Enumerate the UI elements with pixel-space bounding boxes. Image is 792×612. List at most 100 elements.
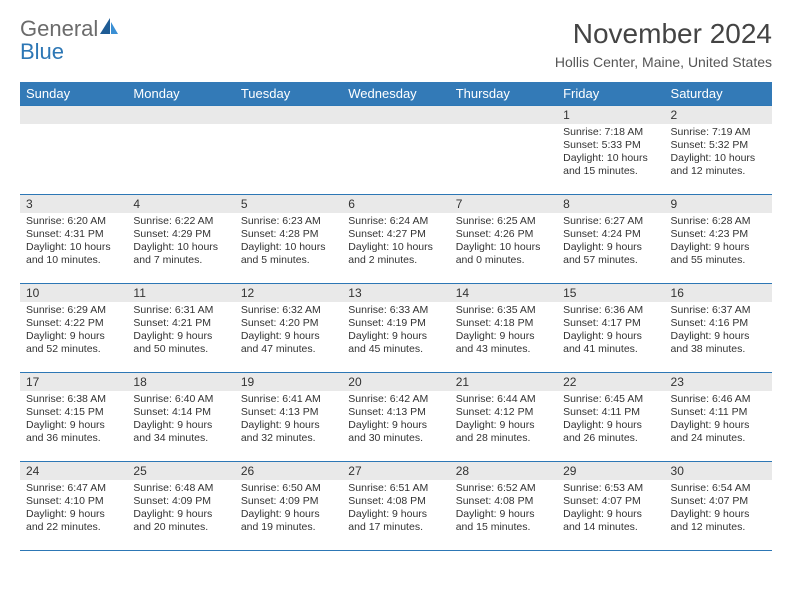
sunset-text: Sunset: 5:33 PM	[563, 139, 658, 152]
day-cell: 3Sunrise: 6:20 AMSunset: 4:31 PMDaylight…	[20, 195, 127, 284]
day-cell: 6Sunrise: 6:24 AMSunset: 4:27 PMDaylight…	[342, 195, 449, 284]
day-number: 21	[450, 373, 557, 391]
dow-saturday: Saturday	[665, 82, 772, 106]
brand-logo: General Blue	[20, 18, 118, 64]
day-number: 18	[127, 373, 234, 391]
day-cell: 20Sunrise: 6:42 AMSunset: 4:13 PMDayligh…	[342, 373, 449, 462]
day-cell: 22Sunrise: 6:45 AMSunset: 4:11 PMDayligh…	[557, 373, 664, 462]
day-number: 12	[235, 284, 342, 302]
sunrise-text: Sunrise: 6:52 AM	[456, 482, 551, 495]
day-cell: 5Sunrise: 6:23 AMSunset: 4:28 PMDaylight…	[235, 195, 342, 284]
sunset-text: Sunset: 4:20 PM	[241, 317, 336, 330]
sunset-text: Sunset: 4:13 PM	[241, 406, 336, 419]
day-body: Sunrise: 6:52 AMSunset: 4:08 PMDaylight:…	[450, 480, 557, 539]
day-body: Sunrise: 6:50 AMSunset: 4:09 PMDaylight:…	[235, 480, 342, 539]
sunset-text: Sunset: 4:12 PM	[456, 406, 551, 419]
sunrise-text: Sunrise: 6:27 AM	[563, 215, 658, 228]
day-cell: 14Sunrise: 6:35 AMSunset: 4:18 PMDayligh…	[450, 284, 557, 373]
sunrise-text: Sunrise: 6:46 AM	[671, 393, 766, 406]
day-cell: 8Sunrise: 6:27 AMSunset: 4:24 PMDaylight…	[557, 195, 664, 284]
day-body: Sunrise: 6:29 AMSunset: 4:22 PMDaylight:…	[20, 302, 127, 361]
day-body: Sunrise: 6:23 AMSunset: 4:28 PMDaylight:…	[235, 213, 342, 272]
daylight-text: Daylight: 10 hours and 10 minutes.	[26, 241, 121, 267]
sunset-text: Sunset: 4:13 PM	[348, 406, 443, 419]
day-number: 5	[235, 195, 342, 213]
daylight-text: Daylight: 9 hours and 20 minutes.	[133, 508, 228, 534]
day-cell: 19Sunrise: 6:41 AMSunset: 4:13 PMDayligh…	[235, 373, 342, 462]
day-body: Sunrise: 6:38 AMSunset: 4:15 PMDaylight:…	[20, 391, 127, 450]
day-cell: 4Sunrise: 6:22 AMSunset: 4:29 PMDaylight…	[127, 195, 234, 284]
daylight-text: Daylight: 10 hours and 0 minutes.	[456, 241, 551, 267]
day-body: Sunrise: 6:31 AMSunset: 4:21 PMDaylight:…	[127, 302, 234, 361]
sunrise-text: Sunrise: 7:19 AM	[671, 126, 766, 139]
daylight-text: Daylight: 10 hours and 5 minutes.	[241, 241, 336, 267]
day-cell: 1Sunrise: 7:18 AMSunset: 5:33 PMDaylight…	[557, 106, 664, 195]
day-body: Sunrise: 6:41 AMSunset: 4:13 PMDaylight:…	[235, 391, 342, 450]
daylight-text: Daylight: 10 hours and 7 minutes.	[133, 241, 228, 267]
bottom-rule	[20, 550, 772, 552]
dow-friday: Friday	[557, 82, 664, 106]
day-cell: 24Sunrise: 6:47 AMSunset: 4:10 PMDayligh…	[20, 462, 127, 551]
dow-wednesday: Wednesday	[342, 82, 449, 106]
title-block: November 2024 Hollis Center, Maine, Unit…	[555, 18, 772, 76]
day-body: Sunrise: 6:42 AMSunset: 4:13 PMDaylight:…	[342, 391, 449, 450]
sunrise-text: Sunrise: 6:35 AM	[456, 304, 551, 317]
day-cell	[450, 106, 557, 195]
day-body: Sunrise: 6:53 AMSunset: 4:07 PMDaylight:…	[557, 480, 664, 539]
week-row: 24Sunrise: 6:47 AMSunset: 4:10 PMDayligh…	[20, 462, 772, 551]
day-number: 24	[20, 462, 127, 480]
location: Hollis Center, Maine, United States	[555, 54, 772, 70]
day-number: 15	[557, 284, 664, 302]
sunset-text: Sunset: 4:26 PM	[456, 228, 551, 241]
day-number	[235, 106, 342, 124]
header: General Blue November 2024 Hollis Center…	[20, 18, 772, 76]
daylight-text: Daylight: 9 hours and 50 minutes.	[133, 330, 228, 356]
day-number: 4	[127, 195, 234, 213]
sail-icon	[100, 18, 118, 39]
day-cell: 2Sunrise: 7:19 AMSunset: 5:32 PMDaylight…	[665, 106, 772, 195]
week-row: 3Sunrise: 6:20 AMSunset: 4:31 PMDaylight…	[20, 195, 772, 284]
day-number: 22	[557, 373, 664, 391]
calendar-table: Sunday Monday Tuesday Wednesday Thursday…	[20, 82, 772, 550]
day-body: Sunrise: 6:22 AMSunset: 4:29 PMDaylight:…	[127, 213, 234, 272]
day-cell: 9Sunrise: 6:28 AMSunset: 4:23 PMDaylight…	[665, 195, 772, 284]
day-number	[450, 106, 557, 124]
sunset-text: Sunset: 4:18 PM	[456, 317, 551, 330]
week-row: 10Sunrise: 6:29 AMSunset: 4:22 PMDayligh…	[20, 284, 772, 373]
day-number: 20	[342, 373, 449, 391]
day-body: Sunrise: 7:19 AMSunset: 5:32 PMDaylight:…	[665, 124, 772, 183]
sunrise-text: Sunrise: 6:37 AM	[671, 304, 766, 317]
daylight-text: Daylight: 9 hours and 34 minutes.	[133, 419, 228, 445]
sunrise-text: Sunrise: 6:42 AM	[348, 393, 443, 406]
day-cell: 29Sunrise: 6:53 AMSunset: 4:07 PMDayligh…	[557, 462, 664, 551]
sunset-text: Sunset: 4:27 PM	[348, 228, 443, 241]
daylight-text: Daylight: 9 hours and 45 minutes.	[348, 330, 443, 356]
sunrise-text: Sunrise: 6:28 AM	[671, 215, 766, 228]
sunrise-text: Sunrise: 6:32 AM	[241, 304, 336, 317]
sunset-text: Sunset: 4:23 PM	[671, 228, 766, 241]
day-number: 30	[665, 462, 772, 480]
day-cell: 12Sunrise: 6:32 AMSunset: 4:20 PMDayligh…	[235, 284, 342, 373]
sunrise-text: Sunrise: 6:54 AM	[671, 482, 766, 495]
sunrise-text: Sunrise: 6:44 AM	[456, 393, 551, 406]
day-number: 27	[342, 462, 449, 480]
sunset-text: Sunset: 4:22 PM	[26, 317, 121, 330]
daylight-text: Daylight: 9 hours and 41 minutes.	[563, 330, 658, 356]
sunrise-text: Sunrise: 6:53 AM	[563, 482, 658, 495]
day-body: Sunrise: 6:54 AMSunset: 4:07 PMDaylight:…	[665, 480, 772, 539]
sunset-text: Sunset: 4:08 PM	[456, 495, 551, 508]
sunrise-text: Sunrise: 6:51 AM	[348, 482, 443, 495]
sunset-text: Sunset: 4:29 PM	[133, 228, 228, 241]
daylight-text: Daylight: 10 hours and 12 minutes.	[671, 152, 766, 178]
day-number: 10	[20, 284, 127, 302]
dow-tuesday: Tuesday	[235, 82, 342, 106]
day-cell: 28Sunrise: 6:52 AMSunset: 4:08 PMDayligh…	[450, 462, 557, 551]
sunset-text: Sunset: 4:11 PM	[671, 406, 766, 419]
logo-blue: Blue	[20, 39, 64, 64]
dow-sunday: Sunday	[20, 82, 127, 106]
day-body: Sunrise: 6:51 AMSunset: 4:08 PMDaylight:…	[342, 480, 449, 539]
day-number: 1	[557, 106, 664, 124]
sunrise-text: Sunrise: 6:48 AM	[133, 482, 228, 495]
dow-thursday: Thursday	[450, 82, 557, 106]
day-number: 25	[127, 462, 234, 480]
